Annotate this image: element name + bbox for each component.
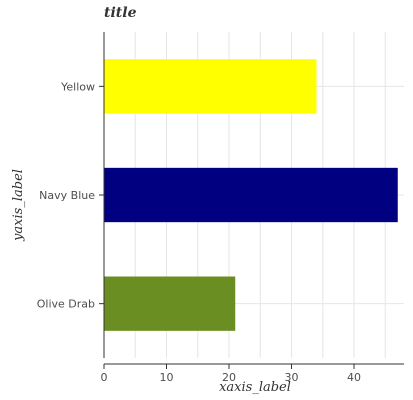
x-tick-label: 40 xyxy=(347,371,361,384)
x-tick-label: 10 xyxy=(160,371,174,384)
x-tick-label: 0 xyxy=(101,371,108,384)
x-axis-title: xaxis_label xyxy=(219,380,291,395)
axes: 0 10 20 30 40 Olive Drab Navy Blue Yellow xyxy=(37,32,404,384)
bars xyxy=(104,59,398,331)
x-tick-label: 30 xyxy=(285,371,299,384)
y-tick-label: Yellow xyxy=(60,80,95,93)
x-tick-label: 20 xyxy=(222,371,236,384)
chart-title: title xyxy=(104,5,137,21)
y-tick-label: Navy Blue xyxy=(39,189,95,202)
bar-yellow xyxy=(104,59,317,114)
bar-navy-blue xyxy=(104,167,398,223)
y-axis-title: yaxis_label xyxy=(11,169,26,242)
bar-olive-drab xyxy=(104,276,236,331)
y-tick-label: Olive Drab xyxy=(37,298,95,311)
